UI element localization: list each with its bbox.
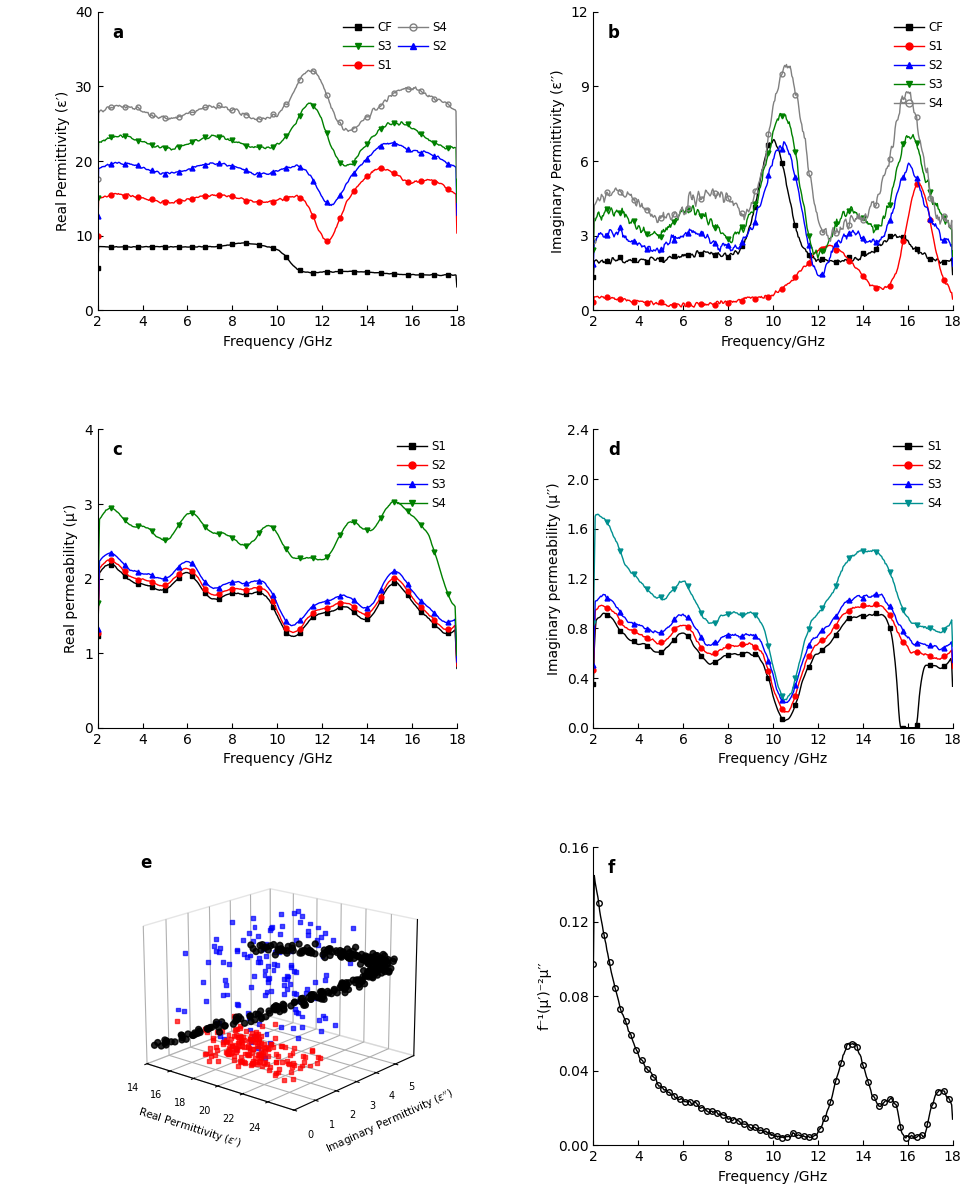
Legend: S1, S2, S3, S4: S1, S2, S3, S4 <box>888 435 947 514</box>
Y-axis label: Imaginary Permittivity (ε′′): Imaginary Permittivity (ε′′) <box>551 69 566 253</box>
Y-axis label: Real Permittivity (ε′): Real Permittivity (ε′) <box>56 91 69 231</box>
X-axis label: Frequency /GHz: Frequency /GHz <box>718 752 828 766</box>
Y-axis label: Imaginary permeability (μ′′): Imaginary permeability (μ′′) <box>547 482 561 675</box>
Legend: S1, S2, S3, S4: S1, S2, S3, S4 <box>393 435 451 514</box>
Text: c: c <box>112 441 122 459</box>
X-axis label: Frequency /GHz: Frequency /GHz <box>223 752 332 766</box>
Text: d: d <box>608 441 619 459</box>
Text: a: a <box>112 24 123 42</box>
Text: f: f <box>608 859 615 877</box>
X-axis label: Frequency /GHz: Frequency /GHz <box>223 334 332 348</box>
X-axis label: Real Permittivity ($\varepsilon'$): Real Permittivity ($\varepsilon'$) <box>136 1105 242 1151</box>
Text: b: b <box>608 24 619 42</box>
Y-axis label: Imaginary Permittivity ($\varepsilon''$): Imaginary Permittivity ($\varepsilon''$) <box>324 1086 456 1156</box>
Legend: CF, S3, S1, S4, S2: CF, S3, S1, S4, S2 <box>340 18 451 75</box>
X-axis label: Frequency/GHz: Frequency/GHz <box>721 334 826 348</box>
Y-axis label: Real permeability (μ′): Real permeability (μ′) <box>64 503 78 654</box>
Legend: CF, S1, S2, S3, S4: CF, S1, S2, S3, S4 <box>890 18 947 113</box>
Y-axis label: f⁻¹(μ′)⁻²μ′′: f⁻¹(μ′)⁻²μ′′ <box>538 962 552 1031</box>
Text: e: e <box>140 854 151 872</box>
X-axis label: Frequency /GHz: Frequency /GHz <box>718 1169 828 1183</box>
